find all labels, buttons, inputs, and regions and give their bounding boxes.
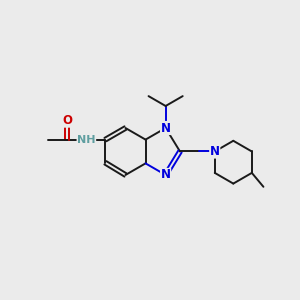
Text: O: O — [62, 114, 72, 127]
Text: N: N — [160, 122, 171, 134]
Text: NH: NH — [77, 135, 96, 145]
Text: N: N — [160, 169, 171, 182]
Text: N: N — [210, 145, 220, 158]
